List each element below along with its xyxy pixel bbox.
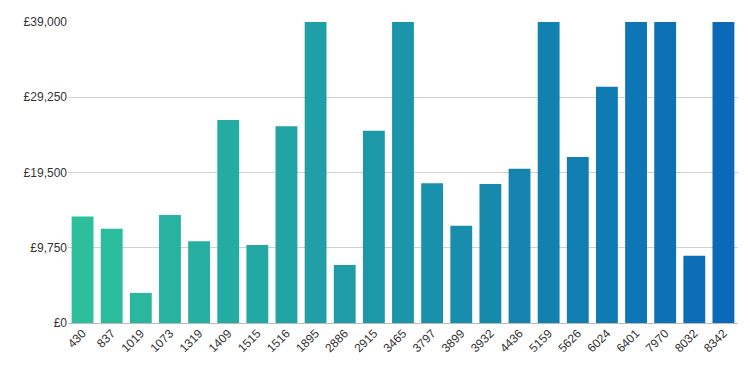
svg-text:1515: 1515 — [235, 326, 264, 355]
svg-text:1516: 1516 — [264, 326, 293, 355]
svg-text:837: 837 — [94, 326, 118, 350]
svg-text:1019: 1019 — [118, 326, 147, 355]
svg-text:430: 430 — [65, 326, 89, 350]
svg-text:3797: 3797 — [410, 326, 439, 355]
svg-text:1409: 1409 — [206, 326, 235, 355]
svg-text:1073: 1073 — [148, 326, 177, 355]
svg-text:6401: 6401 — [614, 326, 643, 355]
svg-text:£9,750: £9,750 — [30, 241, 67, 255]
svg-text:8342: 8342 — [701, 326, 730, 355]
svg-text:3899: 3899 — [439, 326, 468, 355]
svg-text:6024: 6024 — [584, 326, 613, 355]
svg-text:3465: 3465 — [381, 326, 410, 355]
svg-text:£29,250: £29,250 — [24, 90, 68, 104]
svg-text:7970: 7970 — [643, 326, 672, 355]
svg-text:£19,500: £19,500 — [24, 166, 68, 180]
svg-text:3932: 3932 — [468, 326, 497, 355]
svg-text:1895: 1895 — [293, 326, 322, 355]
svg-text:8032: 8032 — [672, 326, 701, 355]
svg-text:2915: 2915 — [351, 326, 380, 355]
svg-text:5159: 5159 — [526, 326, 555, 355]
svg-text:4436: 4436 — [497, 326, 526, 355]
svg-text:2886: 2886 — [322, 326, 351, 355]
svg-text:£39,000: £39,000 — [24, 15, 68, 29]
svg-text:£0: £0 — [54, 316, 68, 330]
svg-text:1319: 1319 — [177, 326, 206, 355]
svg-text:5626: 5626 — [555, 326, 584, 355]
